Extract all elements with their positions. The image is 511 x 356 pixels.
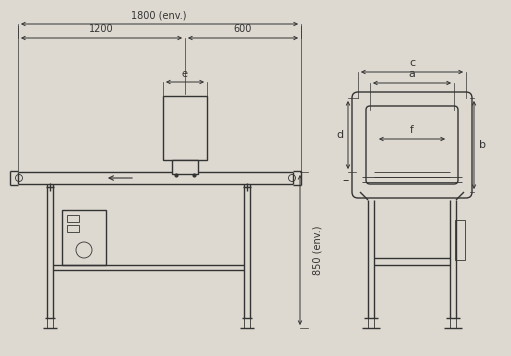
Text: 600: 600	[234, 24, 252, 34]
Bar	[172, 160, 198, 174]
Bar	[67, 215, 79, 222]
Text: 1200: 1200	[89, 24, 113, 34]
Bar	[163, 96, 207, 160]
Text: c: c	[409, 58, 415, 68]
Text: 850 (env.): 850 (env.)	[312, 225, 322, 275]
Text: f: f	[410, 125, 414, 135]
Bar	[455, 220, 465, 260]
Bar	[62, 210, 106, 265]
Text: 1800 (env.): 1800 (env.)	[131, 10, 187, 20]
Text: a: a	[409, 69, 415, 79]
Text: e: e	[182, 69, 188, 79]
Bar	[67, 225, 79, 232]
Text: –: –	[343, 174, 349, 187]
Text: b: b	[478, 140, 485, 150]
Text: d: d	[336, 130, 343, 140]
